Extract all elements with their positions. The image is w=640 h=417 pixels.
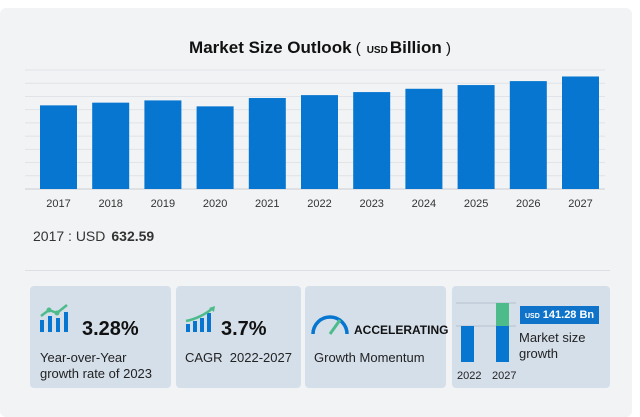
mini-bar-icon (456, 302, 516, 362)
x-tick-label: 2017 (46, 198, 70, 210)
bar-chart: 2017 2018 2019 2020 2021 2022 2023 2024 2025 2026… (25, 69, 605, 210)
bar-2020 (196, 106, 234, 189)
x-tick-label: 2022 (307, 198, 331, 210)
bar-2026 (509, 81, 547, 189)
x-tick-label: 2019 (151, 198, 175, 210)
cagr-card: 3.7% CAGR 2022-2027 (176, 286, 301, 388)
x-tick-label: 2026 (516, 198, 540, 210)
growth-chart-icon (40, 304, 68, 332)
yoy-card: 3.28% Year-over-Year growth rate of 2023 (30, 286, 171, 388)
x-tick-label: 2027 (568, 198, 592, 210)
bar-2021 (248, 98, 286, 189)
speedometer-icon (311, 315, 349, 335)
chart-title: Market Size Outlook (USD Billion ) (189, 38, 451, 57)
yoy-value: 3.28% (82, 318, 139, 340)
x-tick-label: 2020 (203, 198, 227, 210)
bar-2025 (457, 85, 495, 189)
market-growth-label: Market size growth (519, 330, 586, 361)
x-tick-label: 2023 (359, 198, 383, 210)
momentum-label: Growth Momentum (314, 350, 425, 365)
x-tick-label: 2021 (255, 198, 279, 210)
bar-2027 (562, 76, 599, 189)
bar-2018 (92, 102, 130, 189)
growth-badge: USD 141.28 Bn (520, 306, 600, 324)
bar-2022 (301, 95, 338, 189)
divider (25, 270, 610, 271)
bar-2024 (405, 88, 443, 189)
bar-2023 (353, 92, 391, 189)
yoy-label: Year-over-Year growth rate of 2023 (40, 350, 153, 381)
year-start-label: 2022 (457, 370, 482, 382)
bar-2019 (144, 100, 182, 189)
x-tick-label: 2025 (464, 198, 488, 210)
x-tick-label: 2024 (412, 198, 436, 210)
cagr-value: 3.7% (221, 318, 267, 340)
x-tick-label: 2018 (98, 198, 122, 210)
momentum-card: ACCELERATING Growth Momentum (305, 286, 449, 388)
momentum-value: ACCELERATING (354, 323, 449, 337)
base-year-value: 2017 : USD 632.59 (33, 228, 155, 244)
rising-bars-icon (185, 306, 215, 332)
cagr-label: CAGR 2022-2027 (185, 350, 292, 365)
year-end-label: 2027 (492, 370, 517, 382)
bar-2017 (40, 105, 77, 189)
market-growth-card: 2022 2027 USD 141.28 Bn Market size growth (452, 286, 610, 388)
